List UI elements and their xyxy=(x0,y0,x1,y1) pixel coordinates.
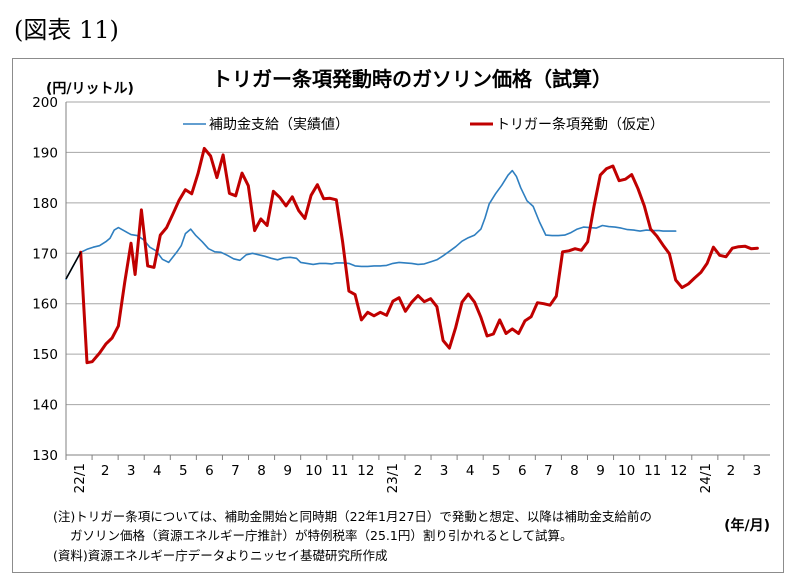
x-tick-label: 2 xyxy=(414,463,423,479)
x-tick-label: 3 xyxy=(127,463,136,479)
x-tick-label: 9 xyxy=(283,463,292,479)
x-axis-unit-label: (年/月) xyxy=(724,517,770,534)
x-tick-label: 22/1 xyxy=(72,463,88,493)
y-tick-label: 130 xyxy=(32,448,58,464)
note-line-1: (注)トリガー条項については、補助金開始と同時期（22年1月27日）で発動と想定… xyxy=(53,509,652,524)
x-tick-label: 23/1 xyxy=(385,463,401,493)
y-tick-label: 140 xyxy=(32,398,58,414)
x-tick-label: 6 xyxy=(518,463,527,479)
y-tick-label: 170 xyxy=(32,246,58,262)
x-tick-label: 6 xyxy=(205,463,214,479)
x-tick-label: 11 xyxy=(331,463,348,479)
x-tick-label: 24/1 xyxy=(698,463,714,493)
x-tick-label: 8 xyxy=(257,463,266,479)
x-tick-label: 7 xyxy=(231,463,240,479)
legend-label: 補助金支給（実績値） xyxy=(209,117,349,133)
x-tick-label: 3 xyxy=(753,463,762,479)
legend: 補助金支給（実績値） トリガー条項発動（仮定） xyxy=(183,116,664,133)
x-tick-label: 12 xyxy=(357,463,374,479)
x-tick-label: 10 xyxy=(305,463,322,479)
series-line-trigger xyxy=(79,146,759,365)
x-tick-label: 12 xyxy=(670,463,687,479)
series-line-subsidy xyxy=(65,169,677,280)
y-axis-unit-label: (円/リットル) xyxy=(46,81,134,97)
x-tick-label: 11 xyxy=(644,463,661,479)
source-note: (資料)資源エネルギー庁データよりニッセイ基礎研究所作成 xyxy=(53,548,388,563)
x-tick-label: 2 xyxy=(727,463,736,479)
figure-label: (図表 11) xyxy=(14,16,119,44)
x-tick-label: 9 xyxy=(596,463,605,479)
x-tick-label: 3 xyxy=(440,463,449,479)
legend-label: トリガー条項発動（仮定） xyxy=(496,116,664,133)
y-tick-label: 180 xyxy=(32,196,58,212)
note-line-2: ガソリン価格（資源エネルギー庁推計）が特例税率（25.1円）割り引かれるとして試… xyxy=(70,528,573,543)
y-tick-label: 190 xyxy=(32,145,58,161)
x-tick-label: 2 xyxy=(101,463,110,479)
chart-frame xyxy=(12,58,784,573)
x-tick-label: 5 xyxy=(179,463,188,479)
x-tick-label: 8 xyxy=(570,463,579,479)
start-connector-line xyxy=(65,251,82,280)
chart-title: トリガー条項発動時のガソリン価格（試算） xyxy=(212,67,612,91)
x-tick-label: 7 xyxy=(544,463,553,479)
x-tick-label: 4 xyxy=(153,463,162,479)
y-tick-label: 200 xyxy=(32,95,58,111)
y-tick-label: 150 xyxy=(32,347,58,363)
x-tick-label: 4 xyxy=(466,463,475,479)
y-tick-label: 160 xyxy=(32,297,58,313)
x-tick-label: 10 xyxy=(618,463,635,479)
x-tick-label: 5 xyxy=(492,463,501,479)
